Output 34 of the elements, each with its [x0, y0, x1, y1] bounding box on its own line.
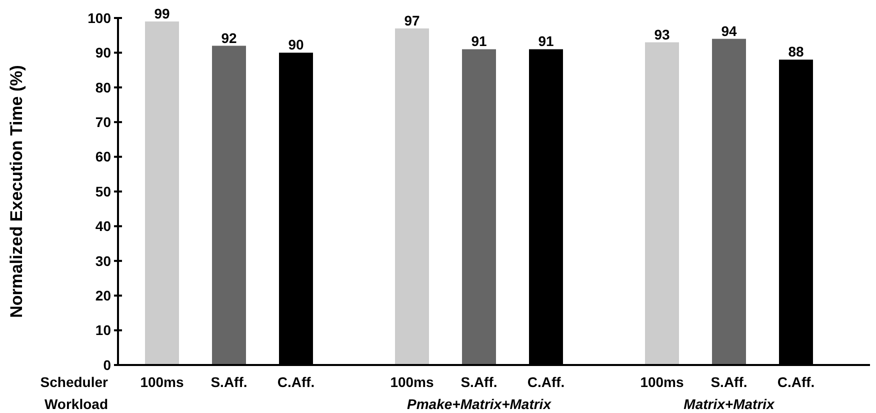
y-tick-label: 10 [95, 322, 112, 338]
x-tick-label: C.Aff. [777, 374, 815, 390]
x-tick-label: C.Aff. [527, 374, 565, 390]
y-tick-label: 0 [103, 356, 112, 373]
data-label: 97 [404, 12, 420, 28]
text: Matrix+Matrix [684, 396, 776, 412]
text: Workload [44, 396, 108, 412]
y-tick-label: 70 [95, 114, 112, 130]
x-tick-label: 100ms [640, 374, 684, 390]
text: Pmake+Matrix+Matrix [407, 396, 552, 412]
y-tick-label: 30 [95, 252, 112, 269]
data-label: 99 [154, 5, 170, 22]
x-tick-label: S.Aff. [460, 374, 498, 390]
y-tick-label: 100 [88, 10, 112, 26]
x-tick-label: 100ms [140, 374, 184, 390]
y-tick-label: 40 [95, 218, 112, 234]
data-label: 91 [471, 33, 487, 50]
y-tick-label: 80 [95, 79, 112, 96]
y-tick-label: 60 [95, 148, 112, 165]
x-tick-label: 100ms [390, 374, 434, 390]
data-label: 94 [721, 22, 737, 39]
data-label: 93 [654, 26, 670, 42]
x-axis-title: Scheduler [40, 374, 109, 390]
y-tick-label: 50 [95, 183, 112, 200]
x-tick-label: C.Aff. [277, 374, 315, 390]
data-label: 90 [288, 36, 304, 53]
data-label: 91 [538, 33, 554, 50]
data-label: 88 [788, 44, 804, 60]
y-tick-label: 20 [95, 288, 112, 304]
x-tick-label: S.Aff. [710, 374, 748, 390]
y-tick-label: 90 [95, 44, 112, 61]
x-tick-label: S.Aff. [210, 374, 248, 390]
data-label: 92 [221, 30, 237, 46]
y-axis-title: Normalized Execution Time (%) [7, 65, 26, 318]
